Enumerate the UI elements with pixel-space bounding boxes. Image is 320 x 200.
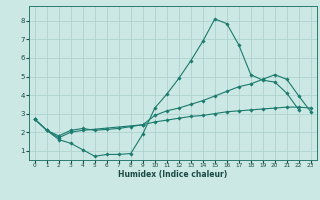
X-axis label: Humidex (Indice chaleur): Humidex (Indice chaleur): [118, 170, 228, 179]
